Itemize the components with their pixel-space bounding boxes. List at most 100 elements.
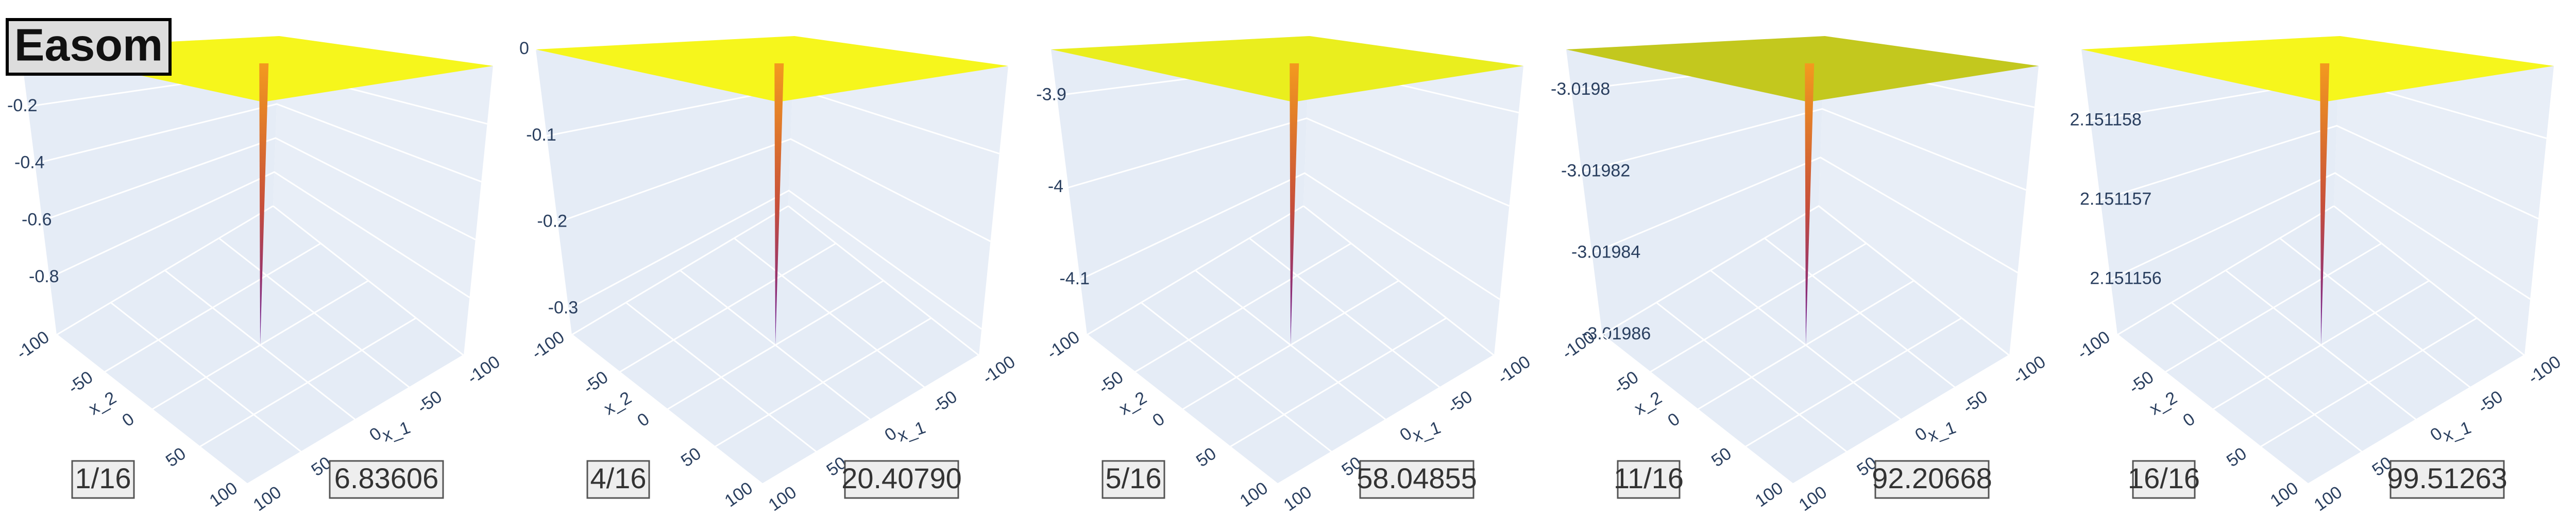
- grid-line: [1581, 108, 2027, 191]
- grid-line: [1602, 205, 1819, 336]
- score-box: [329, 460, 444, 499]
- z-tick-label: 0: [519, 39, 529, 58]
- x-tick-label: 100: [1280, 483, 1315, 515]
- y-tick-label: 0: [1149, 409, 1168, 431]
- y-axis-title: x_2: [1631, 388, 1665, 419]
- y-tick-label: 100: [206, 478, 241, 511]
- wall: [1051, 36, 1310, 335]
- x-tick-label: 100: [250, 483, 285, 515]
- z-tick-label: -0.3: [548, 298, 579, 318]
- x-tick-label: -100: [2524, 352, 2565, 388]
- y-tick-label: -50: [1095, 367, 1127, 398]
- grid-line: [571, 205, 789, 336]
- grid-line: [247, 354, 464, 485]
- spike: [1290, 63, 1299, 345]
- grid-line: [56, 205, 274, 336]
- y-axis-title: x_2: [601, 388, 635, 419]
- z-tick-label: -0.8: [29, 267, 59, 286]
- score-box: [844, 460, 959, 499]
- x-axis-title: x_1: [1925, 418, 1959, 445]
- title: Easom: [14, 19, 163, 70]
- y-tick-label: 100: [721, 478, 756, 511]
- score-box: [1359, 460, 1475, 499]
- score-label: 20.40790: [841, 462, 962, 494]
- score-label: 92.20668: [1872, 462, 1992, 494]
- y-axis-title: x_2: [86, 388, 120, 419]
- x-tick-label: -50: [929, 387, 961, 417]
- z-tick-label: -4.1: [1059, 269, 1090, 288]
- panel: 2.151158 2.151157 2.151156 -100 -50 0 50 100 -10…: [2070, 36, 2565, 515]
- grid-line: [1087, 205, 1304, 336]
- x-tick-label: -100: [2009, 352, 2049, 388]
- grid-line: [1649, 243, 1867, 373]
- y-tick-label: 100: [2267, 478, 2302, 511]
- grid-line: [1744, 317, 1962, 448]
- z-tick-label: -4: [1048, 177, 1063, 196]
- spike: [259, 63, 269, 345]
- frame-box: [71, 460, 135, 499]
- z-tick-label: -0.4: [14, 153, 45, 173]
- wall: [536, 36, 794, 335]
- x-tick-label: -100: [1494, 352, 1534, 388]
- z-tick-label: -0.6: [22, 210, 52, 229]
- z-tick-label: 2.151156: [2090, 268, 2161, 288]
- grid-line: [1229, 317, 1447, 448]
- panels: -0.2 -0.4 -0.6 -0.8 -100 -50 0 50 100 -100 -50 0 50 1…: [7, 35, 2565, 515]
- surface: [536, 36, 1008, 102]
- grid-line: [619, 243, 837, 373]
- panel: -3.0198-3.01982-3.01984-3.01986-100-5005…: [1551, 36, 2049, 515]
- wall: [1819, 36, 2039, 355]
- grid-line: [714, 317, 932, 448]
- panel: 0-0.1-0.2-0.3-100-50050100-100-50050100x…: [519, 35, 1019, 515]
- z-tick-label: -0.2: [7, 96, 38, 115]
- grid-line: [1068, 117, 1510, 207]
- y-tick-label: 0: [634, 409, 653, 431]
- x-tick-label: -100: [464, 352, 504, 388]
- x-tick-label: -100: [979, 352, 1019, 388]
- z-tick-label: -3.01984: [1571, 243, 1640, 262]
- y-tick-label: 100: [1236, 478, 1272, 511]
- y-tick-label: 50: [1193, 443, 1220, 471]
- z-tick-label: -3.9: [1036, 84, 1066, 104]
- grid-line: [2100, 125, 2539, 219]
- x-tick-label: 100: [1795, 483, 1831, 515]
- z-tick-label: -0.2: [537, 212, 567, 231]
- y-axis-title: x_2: [2146, 388, 2180, 419]
- x-axis-title: x_1: [895, 418, 928, 445]
- score-box: [2389, 460, 2505, 499]
- score-label: 99.51263: [2387, 462, 2507, 494]
- wall: [273, 36, 493, 355]
- grid-line: [1134, 243, 1352, 373]
- x-tick-label: -50: [1959, 387, 1991, 417]
- surface: [2081, 36, 2554, 102]
- grid-line: [762, 354, 979, 485]
- y-tick-label: 50: [1708, 443, 1735, 471]
- y-tick-label: 50: [162, 443, 190, 471]
- panel: -0.2-0.4-0.6-0.8-100-50050100-100-500501…: [7, 36, 504, 515]
- frame-box: [1617, 460, 1681, 499]
- z-tick-label: -0.1: [526, 125, 556, 145]
- grid-line: [1591, 157, 2019, 273]
- grid-line: [2260, 317, 2478, 448]
- score-label: 58.04855: [1357, 462, 1477, 494]
- frame-label: 11/16: [1614, 462, 1684, 494]
- panel: -3.9-4-4.1-100-50050100-100-50050100x_1x…: [1036, 36, 1534, 515]
- grid-line: [1079, 172, 1500, 300]
- surface: [1566, 36, 2039, 102]
- z-tick-label: -3.01982: [1561, 161, 1630, 180]
- z-tick-label: 2.151158: [2070, 110, 2142, 129]
- wall: [2334, 36, 2554, 355]
- y-tick-label: -50: [2125, 367, 2157, 398]
- z-tick-label: 2.151157: [2080, 189, 2151, 209]
- grid-line: [1277, 354, 1495, 485]
- spike: [1805, 63, 1815, 345]
- grid-line: [1792, 354, 2010, 485]
- grid-line: [568, 190, 982, 330]
- y-tick-label: -50: [64, 367, 96, 398]
- wall: [788, 36, 1008, 355]
- grid-line: [2308, 354, 2525, 485]
- surface: [1051, 36, 1523, 102]
- y-tick-label: 50: [677, 443, 705, 471]
- x-axis-title: x_1: [2441, 418, 2474, 445]
